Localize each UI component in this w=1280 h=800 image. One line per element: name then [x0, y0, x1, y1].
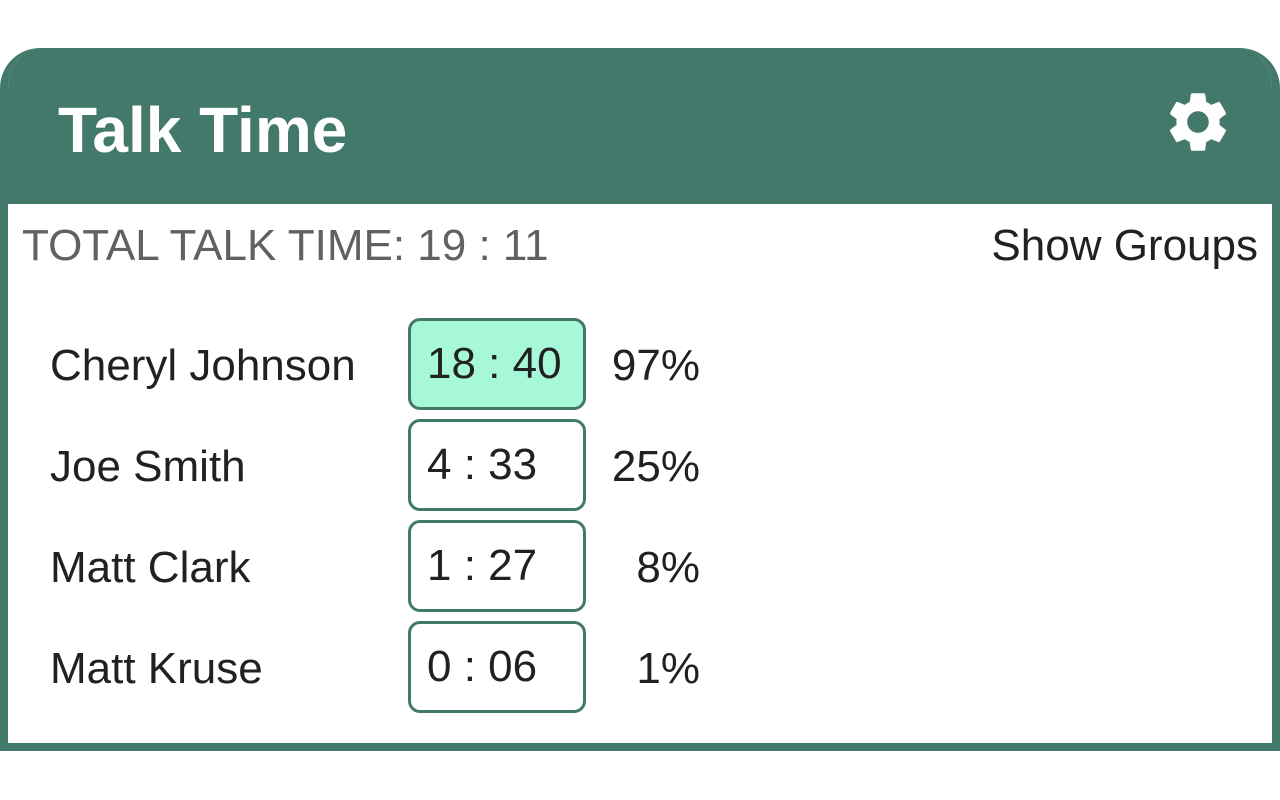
- gear-icon: [1169, 93, 1227, 151]
- speaker-row: Cheryl Johnson 18 : 40 97%: [50, 318, 750, 419]
- speaker-row: Matt Kruse 0 : 06 1%: [50, 621, 750, 722]
- speaker-name: Joe Smith: [50, 442, 246, 491]
- speaker-percent: 8%: [636, 543, 700, 592]
- show-groups-link[interactable]: Show Groups: [991, 221, 1258, 270]
- speaker-time-button[interactable]: 4 : 33: [408, 419, 586, 511]
- total-talk-time: TOTAL TALK TIME: 19 : 11: [22, 221, 549, 270]
- speaker-time-button[interactable]: 0 : 06: [408, 621, 586, 713]
- widget-header: Talk Time: [8, 48, 1272, 204]
- speaker-name: Matt Kruse: [50, 644, 263, 693]
- speaker-time-button[interactable]: 18 : 40: [408, 318, 586, 410]
- speaker-percent: 25%: [611, 442, 700, 491]
- talk-time-widget: Talk Time TOTAL TALK TIME: 19 : 11 Show …: [0, 48, 1280, 751]
- speaker-percent: 97%: [611, 341, 700, 390]
- speaker-list: Cheryl Johnson 18 : 40 97% Joe Smith 4 :…: [50, 318, 750, 722]
- speaker-name: Cheryl Johnson: [50, 341, 356, 390]
- speaker-percent: 1%: [636, 644, 700, 693]
- widget-title: Talk Time: [58, 94, 348, 166]
- speaker-name: Matt Clark: [50, 543, 251, 592]
- speaker-row: Matt Clark 1 : 27 8%: [50, 520, 750, 621]
- speaker-row: Joe Smith 4 : 33 25%: [50, 419, 750, 520]
- speaker-time-button[interactable]: 1 : 27: [408, 520, 586, 612]
- settings-button[interactable]: [1162, 86, 1234, 158]
